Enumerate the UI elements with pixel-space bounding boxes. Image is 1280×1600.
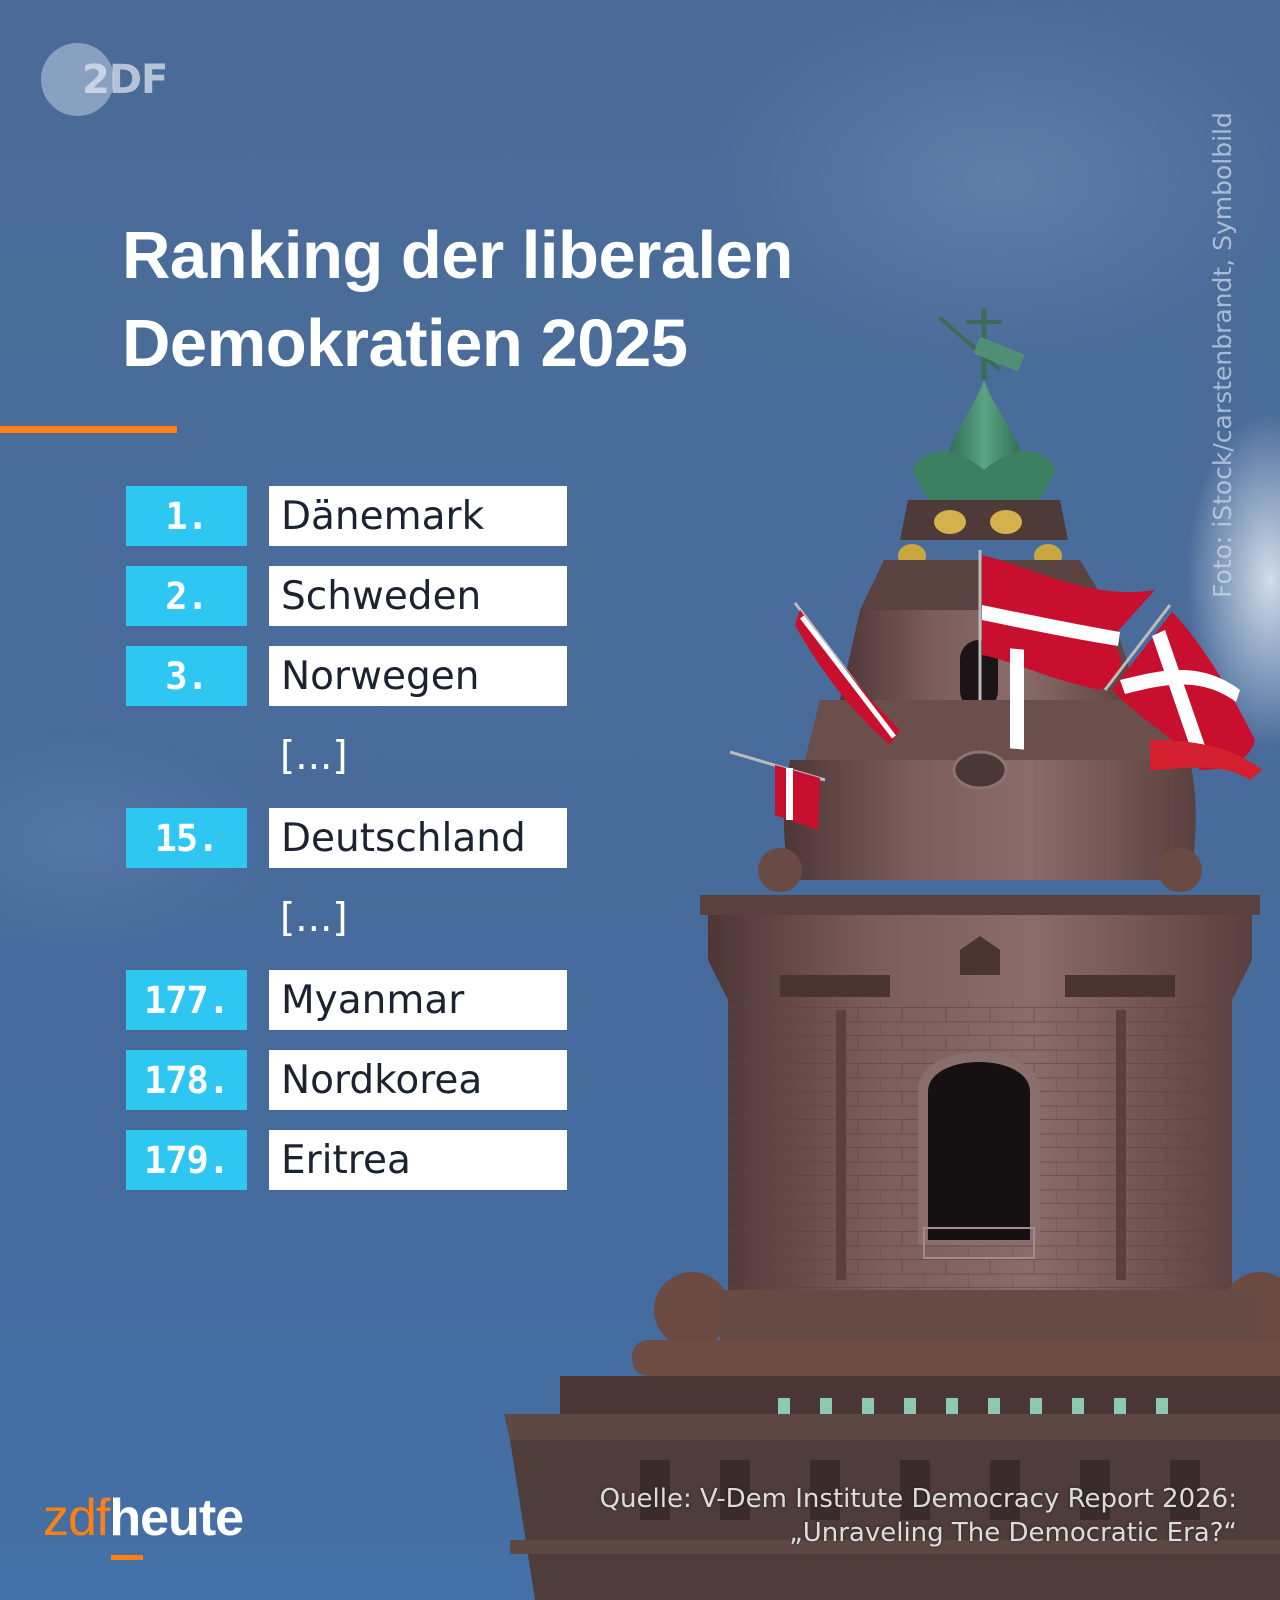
ranking-row: 179. Eritrea xyxy=(126,1130,568,1190)
zdf-logo-text: 2DF xyxy=(82,57,168,103)
ranking-row: 177. Myanmar xyxy=(126,970,568,1030)
spire-top xyxy=(912,308,1056,500)
rank-badge: 1. xyxy=(126,486,247,546)
zdfheute-logo: zdfheute xyxy=(43,1488,244,1560)
rank-badge: 3. xyxy=(126,646,247,706)
title-line-2: Demokratien 2025 xyxy=(122,306,688,381)
source-citation: Quelle: V-Dem Institute Democracy Report… xyxy=(600,1482,1237,1550)
country-name: Myanmar xyxy=(269,970,567,1030)
zdfheute-logo-prefix: zdf xyxy=(43,1489,110,1547)
source-line-2: „Unraveling The Democratic Era?“ xyxy=(789,1518,1237,1548)
danish-flags xyxy=(729,550,1262,830)
ranking-gap: [...] xyxy=(126,888,568,948)
rank-badge: 177. xyxy=(126,970,247,1030)
photo-credit: Foto: iStock/carstenbrandt, Symbolbild xyxy=(1208,112,1237,598)
ellipsis-marker: [...] xyxy=(280,733,348,779)
ranking-row: 15. Deutschland xyxy=(126,808,568,868)
rank-badge: 15. xyxy=(126,808,247,868)
source-line-1: Quelle: V-Dem Institute Democracy Report… xyxy=(599,1484,1237,1514)
country-name: Eritrea xyxy=(269,1130,567,1190)
zdfheute-underline-icon xyxy=(111,1555,144,1560)
ranking-row: 3. Norwegen xyxy=(126,646,568,706)
country-name: Schweden xyxy=(269,566,567,626)
ranking-gap: [...] xyxy=(126,726,568,786)
zdfheute-logo-word: heute xyxy=(109,1489,244,1560)
page-title: Ranking der liberalen Demokratien 2025 xyxy=(122,212,982,388)
country-name: Norwegen xyxy=(269,646,567,706)
ranking-row: 1. Dänemark xyxy=(126,486,568,546)
ranking-row: 2. Schweden xyxy=(126,566,568,626)
rank-badge: 178. xyxy=(126,1050,247,1110)
rank-badge: 2. xyxy=(126,566,247,626)
country-name: Nordkorea xyxy=(269,1050,567,1110)
accent-divider xyxy=(0,426,177,433)
zdf-logo-circle-icon xyxy=(41,43,114,116)
rank-badge: 179. xyxy=(126,1130,247,1190)
country-name: Deutschland xyxy=(269,808,567,868)
title-line-1: Ranking der liberalen xyxy=(122,218,793,293)
zdfheute-logo-word-text: heute xyxy=(109,1489,244,1547)
zdf-logo: 2DF xyxy=(41,43,171,118)
ranking-row: 178. Nordkorea xyxy=(126,1050,568,1110)
ellipsis-marker: [...] xyxy=(280,895,348,941)
country-name: Dänemark xyxy=(269,486,567,546)
